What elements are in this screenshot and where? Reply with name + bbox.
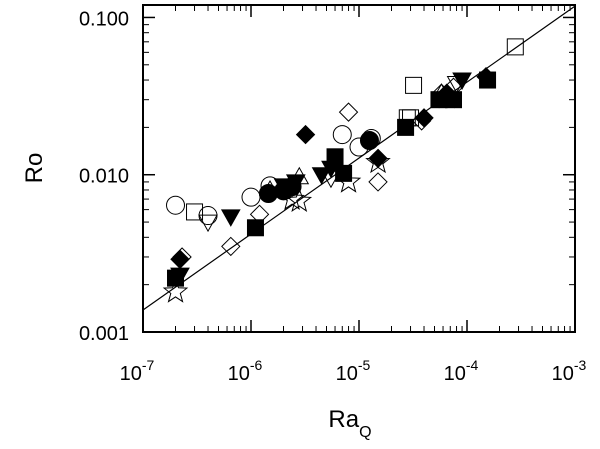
x-tick-base: 10 bbox=[444, 363, 466, 385]
star-open-point bbox=[286, 187, 313, 212]
x-tick-base: 10 bbox=[228, 363, 250, 385]
square-open-point bbox=[186, 203, 204, 221]
triangle-down-filled-point bbox=[220, 209, 241, 227]
y-tick-label: 0.100 bbox=[79, 8, 129, 30]
circle-open-point bbox=[166, 195, 186, 215]
x-tick-label: 10-3 bbox=[552, 357, 587, 385]
circle-open-point bbox=[332, 125, 352, 145]
diamond-open-point bbox=[249, 204, 270, 225]
y-axis-title: Ro bbox=[21, 153, 48, 184]
triangle-down-filled-point bbox=[311, 167, 332, 185]
x-tick-exponent: -7 bbox=[142, 357, 155, 373]
x-tick-exponent: -3 bbox=[574, 357, 587, 373]
triangle-down-filled-point bbox=[452, 72, 472, 91]
diamond-open-point bbox=[368, 172, 388, 192]
fit-line bbox=[142, 5, 576, 311]
x-axis-title: RaQ bbox=[328, 406, 371, 441]
triangle-down-open-point bbox=[198, 214, 218, 233]
x-tick-label: 10-5 bbox=[336, 357, 371, 385]
circle-filled-point bbox=[359, 131, 379, 151]
star-open-point bbox=[162, 278, 189, 303]
x-tick-exponent: -4 bbox=[466, 357, 479, 373]
x-tick-label: 10-4 bbox=[444, 357, 479, 385]
x-tick-base: 10 bbox=[120, 363, 142, 385]
x-tick-label: 10-6 bbox=[228, 357, 263, 385]
y-tick-label: 0.001 bbox=[79, 323, 129, 345]
x-axis-title-text: Ra bbox=[328, 406, 359, 433]
plot-frame bbox=[142, 4, 576, 333]
star-open-point bbox=[365, 148, 391, 174]
diamond-filled-point bbox=[414, 108, 434, 128]
diamond-filled-point bbox=[170, 249, 190, 269]
square-filled-point bbox=[397, 118, 415, 136]
star-open-point bbox=[335, 168, 362, 193]
x-axis-title-subscript: Q bbox=[359, 424, 371, 441]
diamond-open-point bbox=[221, 236, 241, 257]
square-open-point bbox=[405, 76, 423, 94]
x-tick-exponent: -5 bbox=[358, 357, 371, 373]
x-tick-label: 10-7 bbox=[120, 357, 155, 385]
triangle-up-open-point bbox=[260, 179, 280, 198]
x-tick-base: 10 bbox=[552, 363, 574, 385]
circle-open-point bbox=[241, 187, 261, 207]
star-open-point bbox=[434, 83, 460, 109]
diamond-filled-point bbox=[295, 124, 316, 145]
diamond-open-point bbox=[338, 102, 359, 122]
star-open-point bbox=[279, 185, 305, 210]
diamond-filled-point bbox=[476, 66, 496, 87]
square-open-point bbox=[506, 38, 524, 56]
triangle-down-filled-point bbox=[321, 160, 341, 179]
x-tick-base: 10 bbox=[336, 363, 358, 385]
square-filled-point bbox=[335, 164, 353, 182]
triangle-down-filled-point bbox=[273, 178, 294, 196]
triangle-up-open-point bbox=[289, 166, 310, 185]
triangle-down-filled-point bbox=[170, 267, 190, 286]
y-tick-label: 0.010 bbox=[79, 166, 129, 188]
x-tick-exponent: -6 bbox=[250, 357, 263, 373]
